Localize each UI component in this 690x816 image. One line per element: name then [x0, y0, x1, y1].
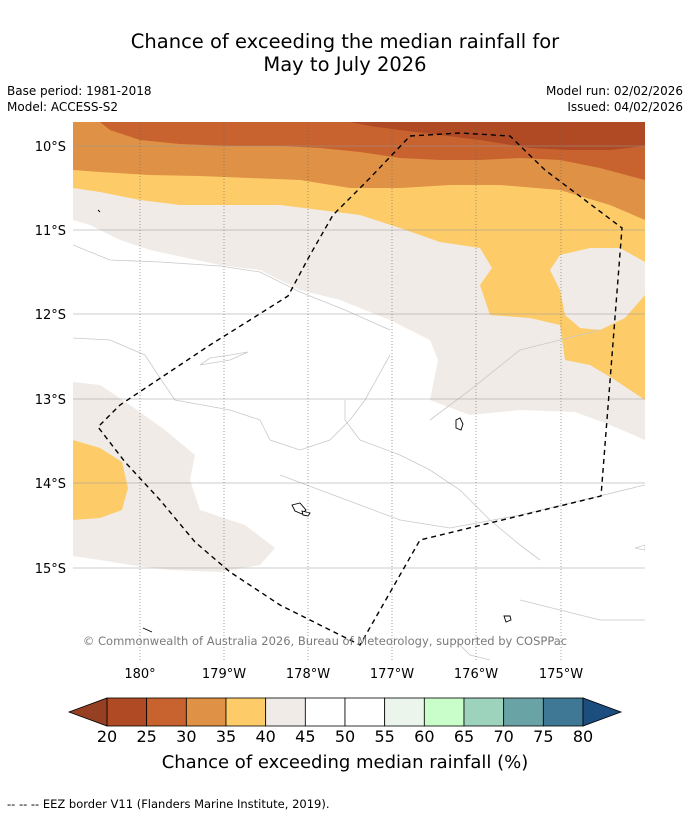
- colorbar-swatch: [225, 697, 267, 727]
- lat-gridlines: [73, 145, 645, 569]
- colorbar-swatch: [384, 697, 425, 727]
- colorbar-tick-label: 75: [533, 727, 554, 746]
- lon-label: 180°: [124, 667, 155, 682]
- lon-label: 178°W: [286, 667, 330, 682]
- colorbar-swatch: [423, 697, 465, 727]
- band-40-45-patch-east: [550, 248, 645, 330]
- contour-lines: [73, 244, 645, 660]
- lat-label: 12°S: [35, 308, 66, 323]
- colorbar-tick-label: 35: [215, 727, 237, 746]
- lat-label: 14°S: [35, 477, 66, 492]
- colorbar-tick-label: 25: [136, 727, 157, 746]
- colorbar-tick-label: 50: [334, 727, 356, 746]
- title-line-1: Chance of exceeding the median rainfall …: [130, 30, 560, 53]
- meta-left: Base period: 1981-2018 Model: ACCESS-S2: [7, 83, 152, 115]
- colorbar-tick-label: 55: [374, 727, 395, 746]
- colorbar-over-arrow: [582, 697, 623, 727]
- colorbar-swatch: [344, 697, 386, 727]
- model-run: Model run: 02/02/2026: [545, 84, 683, 98]
- colorbar-swatch: [185, 697, 227, 727]
- lon-label: 177°W: [370, 667, 414, 682]
- lat-label: 11°S: [35, 224, 66, 239]
- title-line-2: May to July 2026: [263, 53, 427, 76]
- band-35-40-southwest: [73, 440, 128, 520]
- colorbar-swatch: [146, 697, 187, 727]
- lat-label: 10°S: [35, 140, 66, 155]
- colorbar-swatch: [265, 697, 306, 727]
- colorbar-swatch: [106, 697, 148, 727]
- lon-label: 179°W: [202, 667, 246, 682]
- lat-labels: 10°S 11°S 12°S 13°S 14°S 15°S: [35, 140, 66, 577]
- colorbar-tick-label: 60: [414, 727, 435, 746]
- lat-label: 13°S: [35, 393, 66, 408]
- colorbar-swatch: [542, 697, 584, 727]
- lat-label: 15°S: [35, 562, 66, 577]
- colorbar-swatch: [304, 697, 346, 727]
- colorbar-swatch: [463, 697, 505, 727]
- base-period: Base period: 1981-2018: [7, 84, 152, 98]
- chart-title: Chance of exceeding the median rainfall …: [0, 30, 690, 76]
- island-outlines: [97, 209, 512, 633]
- colorbar-tick-label: 45: [295, 727, 316, 746]
- colorbar-tick-label: 20: [96, 727, 118, 746]
- band-20-25: [350, 122, 645, 150]
- lon-label: 176°W: [454, 667, 498, 682]
- lon-label: 175°W: [539, 667, 583, 682]
- eez-border: [97, 132, 623, 646]
- colorbar-tick-label: 70: [493, 727, 514, 746]
- colorbar-swatch: [503, 697, 544, 727]
- colorbar-tick-label: 30: [176, 727, 197, 746]
- colorbar-tick-label: 80: [572, 727, 594, 746]
- map-area: © Commonwealth of Australia 2026, Bureau…: [73, 122, 645, 660]
- copyright-notice: © Commonwealth of Australia 2026, Bureau…: [83, 634, 567, 648]
- eez-footnote: -- -- -- EEZ border V11 (Flanders Marine…: [7, 797, 330, 811]
- colorbar: [67, 697, 623, 727]
- issued-date: Issued: 04/02/2026: [567, 100, 683, 114]
- band-40-45-southwest: [73, 382, 275, 572]
- meta-right: Model run: 02/02/2026 Issued: 04/02/2026: [546, 83, 683, 115]
- lon-labels: 180° 179°W 178°W 177°W 176°W 175°W: [124, 667, 583, 682]
- model-name: Model: ACCESS-S2: [7, 100, 119, 114]
- colorbar-under-arrow: [67, 697, 108, 727]
- colorbar-label: Chance of exceeding median rainfall (%): [161, 752, 529, 773]
- colorbar-tick-label: 40: [255, 727, 276, 746]
- colorbar-tick-label: 65: [453, 727, 475, 746]
- band-35-40: [73, 122, 645, 400]
